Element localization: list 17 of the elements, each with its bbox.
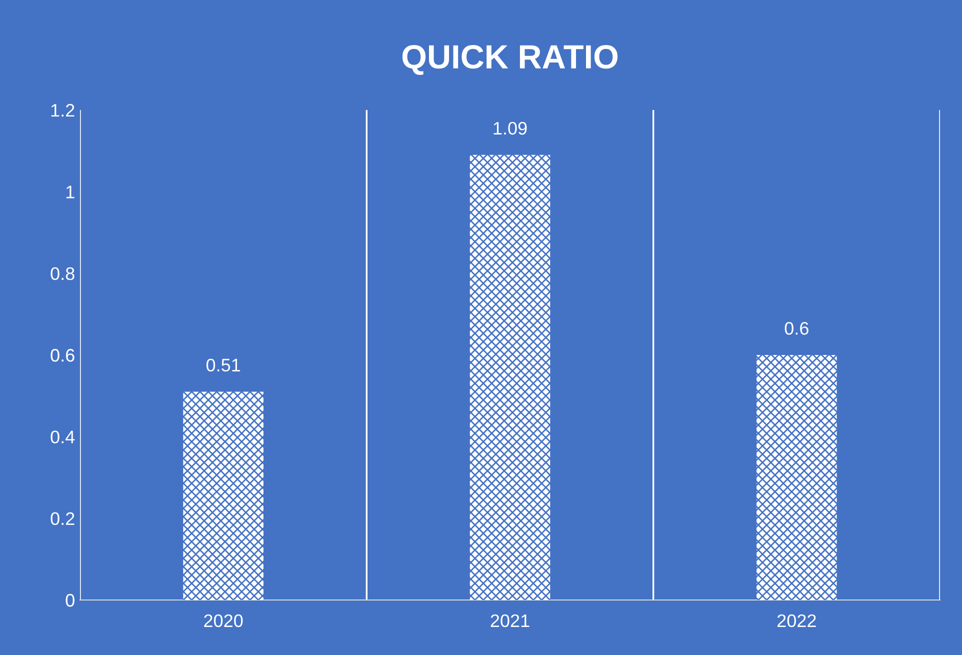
data-label: 0.51 xyxy=(206,358,240,372)
y-tick-label: 1.2 xyxy=(51,104,74,117)
x-tick-label: 2020 xyxy=(204,614,243,628)
y-tick-label: 0.6 xyxy=(50,348,74,362)
y-tick-label: 0.2 xyxy=(50,512,74,526)
data-label: 0.6 xyxy=(784,322,808,335)
bar xyxy=(756,355,837,600)
y-tick-label: 0.4 xyxy=(50,430,75,444)
y-tick-label: 0 xyxy=(66,594,74,607)
bar xyxy=(183,392,264,600)
bar xyxy=(470,154,550,600)
data-label: 1.09 xyxy=(494,122,527,135)
y-tick-label: 1 xyxy=(66,186,74,198)
y-tick-label: 0.8 xyxy=(50,267,74,280)
chart-title: QUICK RATIO xyxy=(402,45,618,75)
x-tick-label: 2022 xyxy=(777,614,816,628)
x-tick-label: 2021 xyxy=(490,614,530,628)
